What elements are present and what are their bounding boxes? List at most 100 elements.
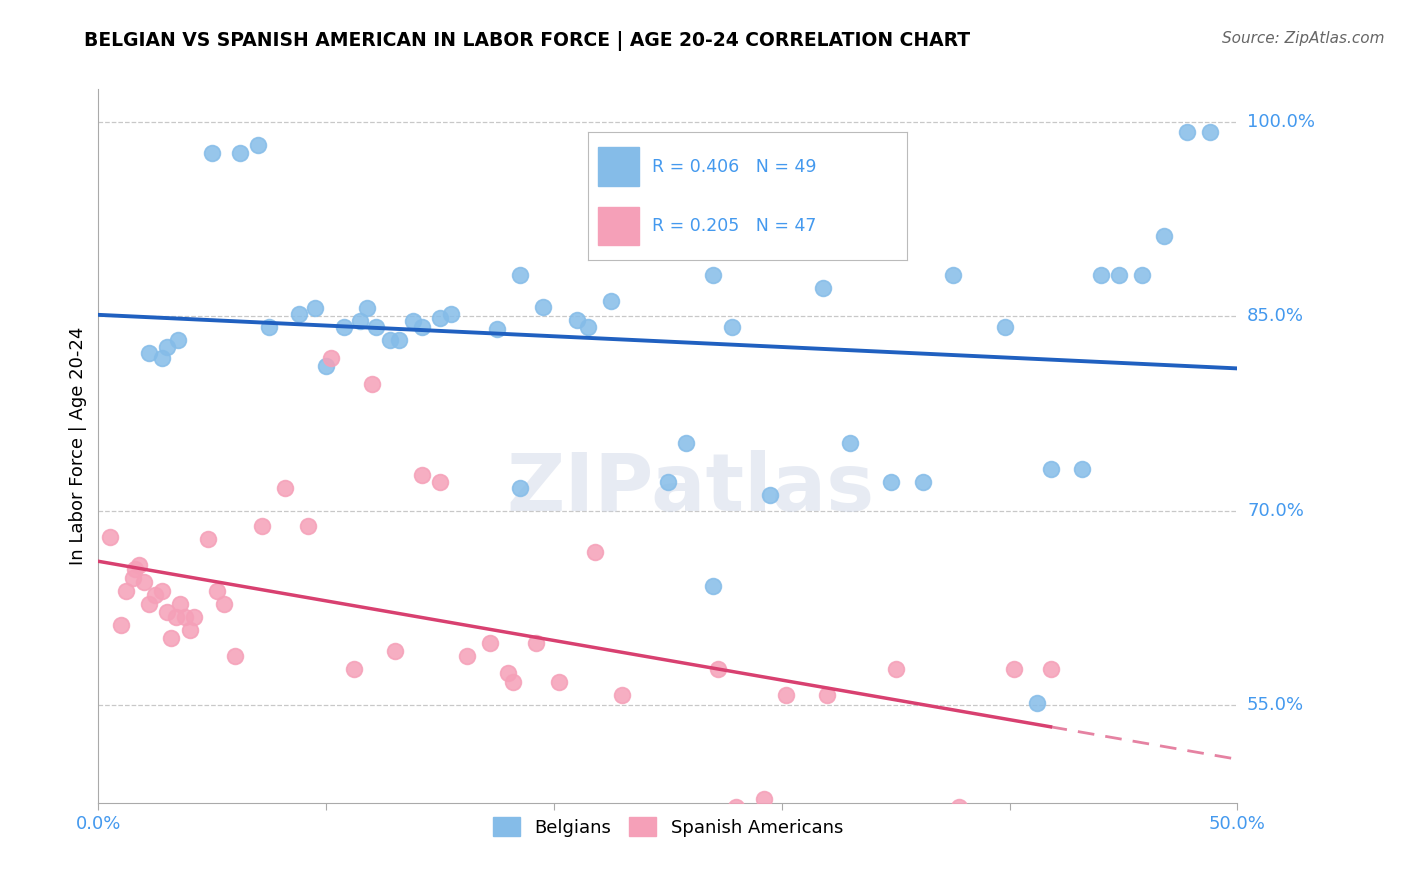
Point	[1130, 268, 1153, 282]
Point	[1002, 662, 1025, 676]
Point	[509, 481, 531, 495]
Point	[524, 636, 547, 650]
Point	[356, 301, 378, 316]
Point	[252, 519, 274, 533]
Point	[880, 475, 903, 490]
Point	[1153, 228, 1175, 243]
Point	[138, 597, 160, 611]
Point	[1039, 662, 1062, 676]
Point	[110, 618, 132, 632]
Point	[138, 345, 160, 359]
Point	[440, 307, 463, 321]
Text: ZIPatlas: ZIPatlas	[506, 450, 875, 528]
Point	[384, 644, 406, 658]
Point	[183, 610, 205, 624]
Point	[725, 799, 748, 814]
Point	[179, 624, 201, 638]
Point	[1090, 268, 1112, 282]
Point	[775, 688, 797, 702]
Point	[150, 584, 173, 599]
Text: 70.0%: 70.0%	[1247, 502, 1303, 520]
Text: 85.0%: 85.0%	[1247, 307, 1303, 326]
Point	[274, 481, 297, 495]
Point	[169, 597, 191, 611]
Point	[1199, 125, 1222, 139]
Point	[98, 530, 121, 544]
Point	[388, 333, 411, 347]
Point	[911, 475, 934, 490]
Point	[121, 571, 143, 585]
Point	[160, 631, 183, 645]
Point	[1025, 696, 1047, 710]
Point	[498, 666, 520, 681]
Point	[720, 319, 742, 334]
Point	[884, 662, 907, 676]
Point	[319, 351, 342, 365]
Point	[948, 799, 970, 814]
Point	[288, 307, 311, 321]
Point	[304, 301, 326, 316]
Point	[224, 649, 246, 664]
Point	[212, 597, 235, 611]
Point	[174, 610, 197, 624]
Point	[342, 662, 364, 676]
Point	[707, 662, 730, 676]
Point	[1175, 125, 1198, 139]
Point	[228, 145, 250, 160]
Point	[366, 319, 388, 334]
Point	[114, 584, 136, 599]
Point	[657, 475, 679, 490]
Point	[815, 688, 838, 702]
Point	[702, 268, 724, 282]
Point	[456, 649, 478, 664]
Point	[429, 310, 451, 325]
Point	[502, 675, 524, 690]
Point	[360, 376, 382, 391]
Point	[333, 319, 356, 334]
Point	[583, 545, 606, 559]
Point	[411, 467, 433, 482]
Point	[132, 575, 155, 590]
Point	[702, 579, 724, 593]
Point	[486, 322, 509, 336]
Point	[128, 558, 150, 573]
Point	[1071, 462, 1094, 476]
Point	[167, 333, 190, 347]
Point	[315, 359, 337, 373]
Point	[156, 340, 179, 354]
Point	[429, 475, 451, 490]
Legend: Belgians, Spanish Americans: Belgians, Spanish Americans	[485, 810, 851, 844]
Point	[150, 351, 173, 365]
Point	[259, 319, 281, 334]
Point	[197, 533, 219, 547]
Text: 100.0%: 100.0%	[1247, 112, 1315, 130]
Point	[547, 675, 569, 690]
Point	[201, 145, 224, 160]
Point	[205, 584, 228, 599]
Point	[378, 333, 401, 347]
Point	[156, 605, 179, 619]
Y-axis label: In Labor Force | Age 20-24: In Labor Force | Age 20-24	[69, 326, 87, 566]
Point	[165, 610, 187, 624]
Text: 55.0%: 55.0%	[1247, 697, 1305, 714]
Point	[612, 688, 634, 702]
Point	[297, 519, 319, 533]
Text: BELGIAN VS SPANISH AMERICAN IN LABOR FORCE | AGE 20-24 CORRELATION CHART: BELGIAN VS SPANISH AMERICAN IN LABOR FOR…	[84, 31, 970, 51]
Point	[576, 319, 599, 334]
Point	[942, 268, 965, 282]
Point	[531, 300, 554, 314]
Point	[1108, 268, 1130, 282]
Point	[145, 588, 167, 602]
Point	[509, 268, 531, 282]
Point	[411, 319, 433, 334]
Point	[839, 436, 862, 450]
Point	[124, 562, 146, 576]
Point	[759, 488, 782, 502]
Point	[402, 314, 425, 328]
Point	[675, 436, 697, 450]
Point	[752, 792, 775, 806]
Point	[1039, 462, 1062, 476]
Text: Source: ZipAtlas.com: Source: ZipAtlas.com	[1222, 31, 1385, 46]
Point	[600, 293, 623, 308]
Point	[479, 636, 502, 650]
